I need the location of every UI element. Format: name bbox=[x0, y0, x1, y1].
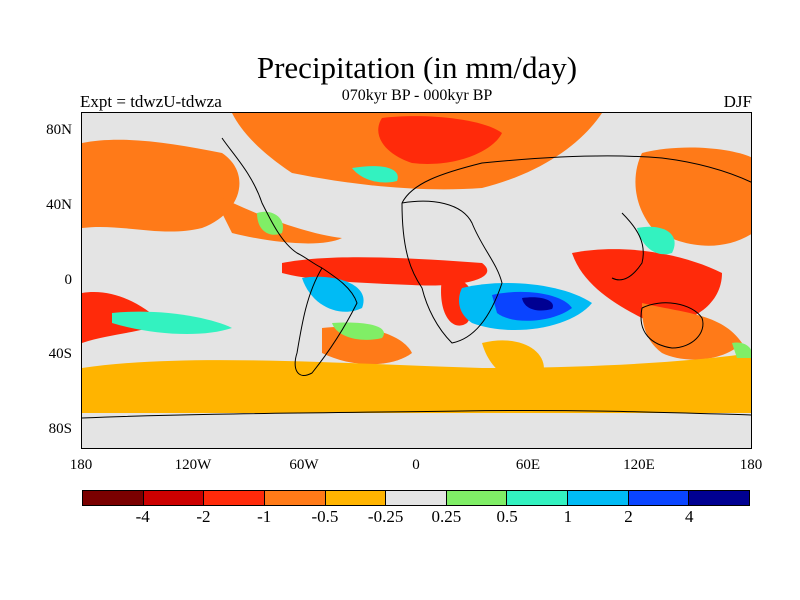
plot-title: Precipitation (in mm/day) bbox=[256, 50, 578, 85]
southern-ocean-ring bbox=[82, 353, 751, 413]
colorbar-label: -0.25 bbox=[367, 507, 404, 526]
colorbar-label: 1 bbox=[563, 507, 573, 526]
asia-dry-field bbox=[635, 147, 751, 246]
colorbar-label: 0.5 bbox=[496, 507, 518, 526]
plot-subtitle: 070kyr BP - 000kyr BP bbox=[341, 87, 493, 104]
colorbar-swatch bbox=[204, 491, 265, 505]
lat-label-80s: 80S bbox=[48, 421, 72, 437]
antarctica-coast bbox=[82, 409, 751, 419]
lon-label-180e: 180 bbox=[739, 457, 763, 473]
lon-label-180w: 180 bbox=[69, 457, 93, 473]
coastlines bbox=[82, 137, 751, 419]
colorbar-label: -2 bbox=[196, 507, 211, 526]
colorbar-label: -0.5 bbox=[311, 507, 339, 526]
southern-ocean-dry-patch bbox=[482, 340, 544, 382]
colorbar-label: -1 bbox=[257, 507, 272, 526]
australia-wet-field bbox=[732, 342, 751, 358]
colorbar-swatch bbox=[325, 491, 387, 505]
australia-dry-field bbox=[642, 303, 742, 360]
south-atlantic-dry-field bbox=[322, 326, 412, 365]
lat-label-80n: 80N bbox=[46, 122, 72, 138]
anomaly-fields bbox=[82, 113, 751, 413]
africa-coast bbox=[401, 200, 503, 344]
colorbar-swatch bbox=[568, 491, 629, 505]
colorbar-swatch bbox=[386, 491, 447, 505]
australia-coast bbox=[640, 302, 704, 349]
lat-label-40n: 40N bbox=[46, 197, 72, 213]
experiment-label: Expt = tdwzU-tdwza bbox=[80, 92, 222, 111]
colorbar-swatch bbox=[83, 491, 144, 505]
south-pacific-wet-band bbox=[112, 311, 232, 335]
lon-label-60w: 60W bbox=[289, 457, 319, 473]
colorbar-label: 0.25 bbox=[431, 507, 462, 526]
central-atlantic-dry-field bbox=[212, 193, 342, 244]
colorbar bbox=[82, 490, 750, 506]
lat-label-equator: 0 bbox=[64, 272, 73, 288]
north-pacific-wet-field bbox=[352, 166, 398, 183]
south-america-coast bbox=[294, 267, 358, 376]
indonesia-dry-field bbox=[572, 249, 722, 323]
colorbar-swatch bbox=[689, 491, 750, 505]
colorbar-swatch bbox=[264, 491, 326, 505]
west-pacific-wet-field bbox=[637, 226, 675, 255]
indian-ocean-max bbox=[522, 297, 553, 311]
europe-asia-coast bbox=[401, 155, 751, 204]
colorbar-swatch bbox=[507, 491, 569, 505]
colorbar-swatch bbox=[628, 491, 690, 505]
colorbar-swatch bbox=[446, 491, 508, 505]
lon-label-120w: 120W bbox=[174, 457, 212, 473]
lon-label-60e: 60E bbox=[515, 457, 541, 473]
north-pacific-dry-field bbox=[82, 139, 240, 232]
colorbar-label: 2 bbox=[624, 507, 633, 526]
lon-label-120e: 120E bbox=[623, 457, 655, 473]
colorbar-label: 4 bbox=[685, 507, 694, 526]
south-atlantic-wet-field bbox=[332, 322, 384, 340]
season-label: DJF bbox=[723, 92, 752, 111]
lon-label-0: 0 bbox=[412, 457, 420, 473]
amazon-wet-field bbox=[302, 276, 364, 312]
lat-label-40s: 40S bbox=[48, 346, 72, 362]
colorbar-label: -4 bbox=[135, 507, 150, 526]
asia-southeast-coast bbox=[611, 212, 644, 281]
precipitation-map bbox=[81, 112, 752, 449]
arctic-strong-dry-field bbox=[378, 116, 502, 164]
north-america-coast bbox=[221, 137, 323, 269]
colorbar-swatch bbox=[143, 491, 205, 505]
